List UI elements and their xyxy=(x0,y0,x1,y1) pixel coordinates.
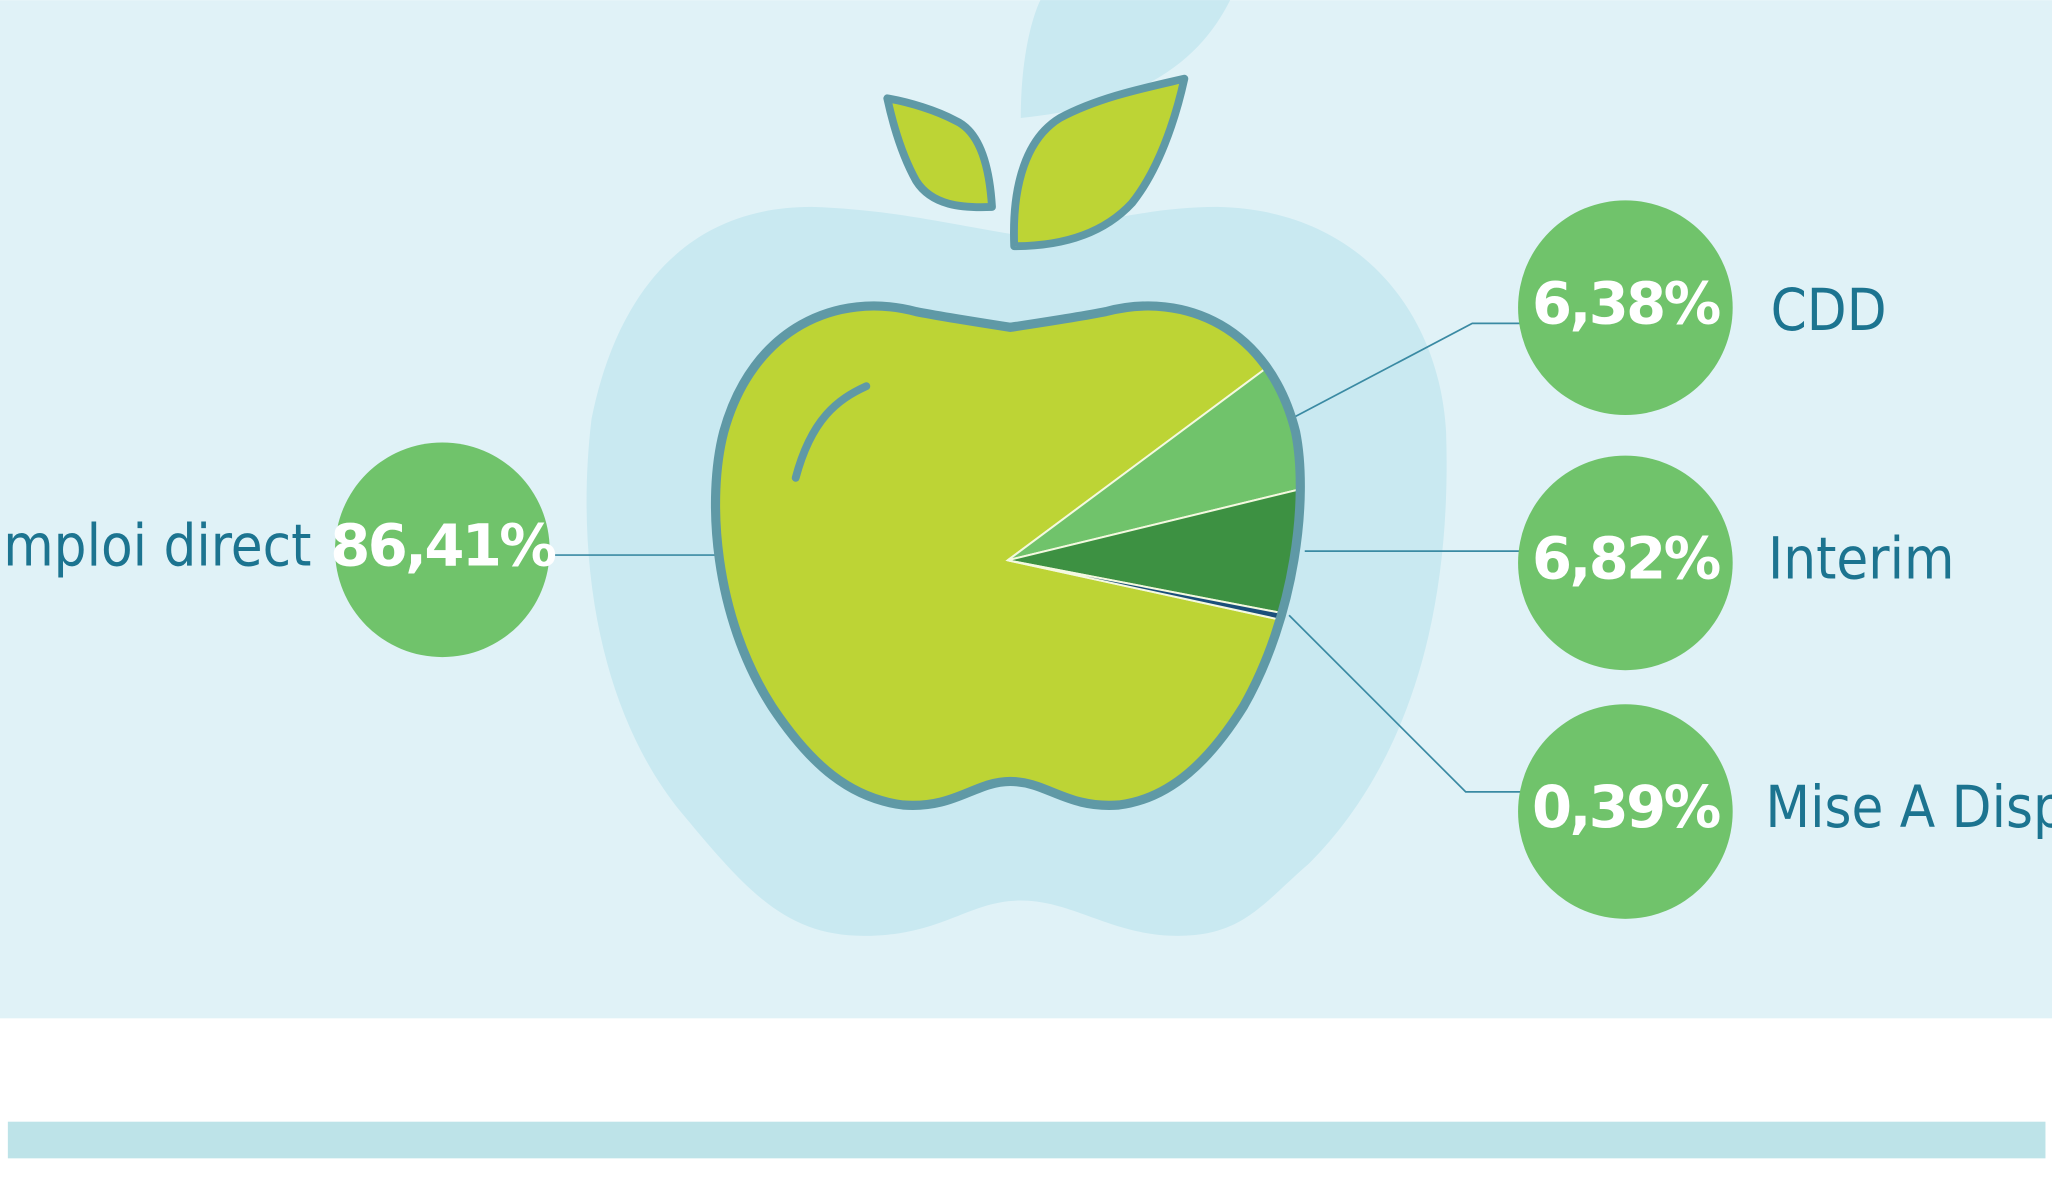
category-label: Interim xyxy=(1768,526,1954,593)
value-label: 6,38% xyxy=(1532,270,1720,337)
value-label: 0,39% xyxy=(1532,774,1720,841)
page: {"chart_data": {"type": "pie", "categori… xyxy=(0,0,2052,1203)
footer-bar xyxy=(8,1122,2046,1159)
value-label: 6,82% xyxy=(1532,526,1720,593)
category-label: Mise A Dispo xyxy=(1765,774,2052,841)
category-label: CDD xyxy=(1771,277,1887,344)
chart: 86,41% Emploi direct 6,38% CDD 6,82% Interim 0… xyxy=(0,0,2052,1203)
category-label: Emploi direct xyxy=(0,512,311,579)
value-label: 86,41% xyxy=(330,512,555,579)
